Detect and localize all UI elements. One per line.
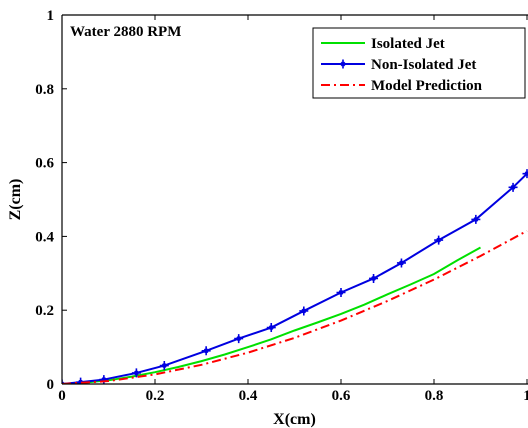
data-point — [434, 235, 444, 245]
y-tick-label: 0.6 — [35, 156, 54, 172]
data-point — [369, 273, 379, 283]
series-line — [62, 246, 481, 384]
data-point — [336, 287, 346, 297]
series-line — [62, 172, 528, 384]
data-point — [159, 361, 169, 371]
data-point — [131, 368, 141, 378]
chart-annotation: Water 2880 RPM — [70, 24, 181, 40]
chart-marks — [62, 169, 528, 384]
y-tick-label: 0.2 — [35, 303, 54, 319]
data-point — [299, 306, 309, 316]
series-model-prediction — [62, 229, 528, 384]
series-line — [62, 229, 528, 384]
legend: Isolated Jet Non-Isolated Jet Model Predic… — [312, 27, 526, 99]
legend-label: Non-Isolated Jet — [371, 57, 476, 73]
y-tick-label: 0.8 — [35, 82, 54, 98]
data-point — [396, 258, 406, 268]
y-tick-label: 0.4 — [35, 229, 54, 245]
y-axis-label: Z(cm) — [7, 179, 24, 221]
data-point — [508, 182, 518, 192]
x-tick-label: 0.6 — [332, 388, 351, 404]
y-tick-label: 0 — [47, 377, 55, 393]
chart-axes: 0 0.2 0.4 0.6 0.8 1 0 0.2 0.4 0.6 0.8 1 — [35, 8, 528, 404]
data-point — [234, 334, 244, 344]
y-tick-label: 1 — [47, 8, 55, 24]
legend-label: Isolated Jet — [371, 36, 445, 52]
x-tick-label: 1 — [523, 388, 528, 404]
x-tick-label: 0 — [58, 388, 66, 404]
legend-label: Model Prediction — [371, 78, 483, 94]
legend-marker — [338, 59, 348, 69]
x-axis-label: X(cm) — [273, 411, 316, 428]
data-point — [266, 323, 276, 333]
data-point — [201, 346, 211, 356]
x-tick-label: 0.8 — [425, 388, 444, 404]
data-point — [471, 214, 481, 224]
x-tick-label: 0.4 — [239, 388, 258, 404]
x-tick-label: 0.2 — [146, 388, 165, 404]
series-isolated-jet — [62, 246, 481, 384]
